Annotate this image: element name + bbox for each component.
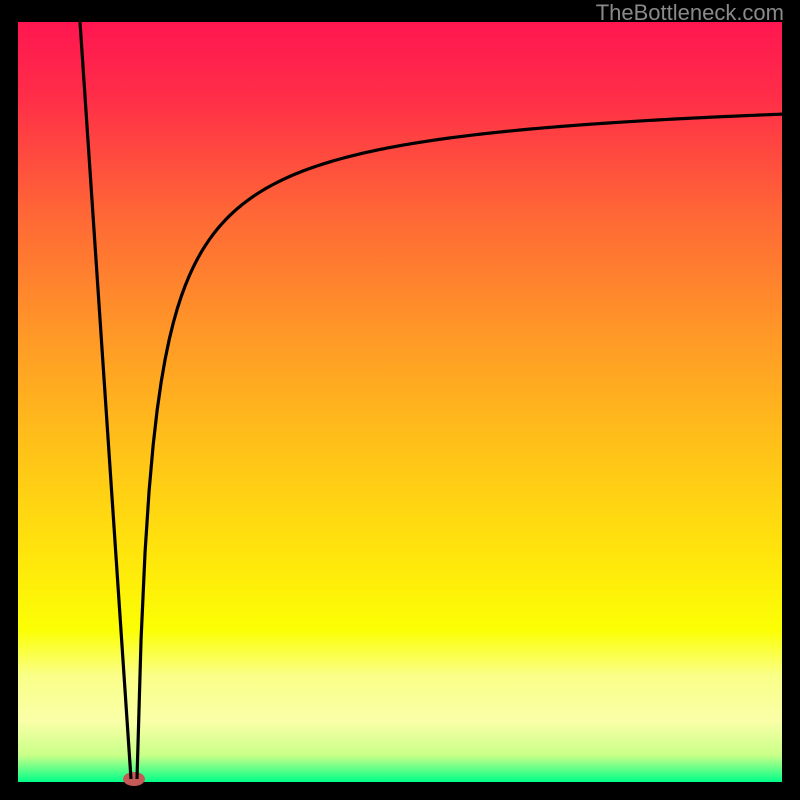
curve-left-branch [80,22,131,779]
bottleneck-marker [123,772,145,786]
watermark-text: TheBottleneck.com [596,0,784,26]
plot-svg [0,0,800,800]
chart-container: TheBottleneck.com [0,0,800,800]
curve-right-branch [137,114,782,779]
